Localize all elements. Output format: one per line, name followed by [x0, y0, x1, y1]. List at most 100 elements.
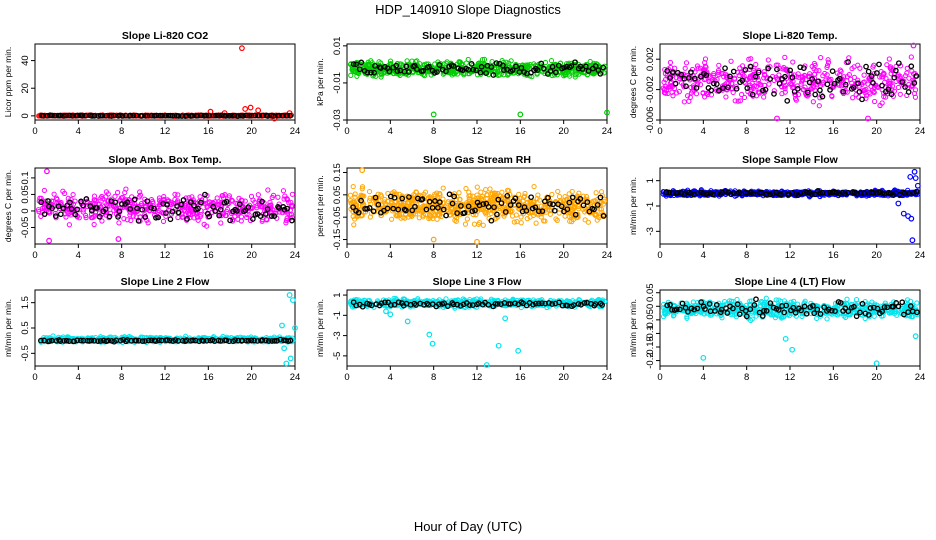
outlier-point: [914, 182, 921, 189]
data-point: [593, 190, 599, 196]
data-point: [280, 188, 287, 194]
data-point: [897, 91, 903, 97]
data-point: [792, 92, 799, 98]
overlay-point: [203, 112, 209, 119]
overlay-point: [568, 63, 575, 69]
data-point: [404, 58, 410, 64]
plot-frame: [346, 43, 608, 121]
y-tick-label: 0.05: [332, 186, 343, 205]
y-tick-label: -1: [332, 311, 343, 319]
data-point: [676, 89, 682, 95]
overlay-point: [534, 67, 541, 73]
panel-title: Slope Sample Flow: [742, 154, 839, 166]
overlay-point: [483, 70, 489, 76]
overlay-point: [747, 63, 754, 70]
data-point: [782, 89, 788, 95]
overlay-point: [713, 81, 720, 87]
overlay-point: [664, 68, 671, 74]
overlay-point: [478, 63, 485, 70]
overlay-point: [911, 80, 918, 86]
y-tick-label: -0.002: [645, 76, 656, 103]
x-tick-label: 20: [246, 372, 257, 383]
data-point: [855, 62, 861, 68]
overlay-point: [555, 62, 562, 69]
data-point: [837, 67, 843, 73]
overlay-point: [774, 66, 780, 73]
overlay-point: [794, 85, 801, 92]
x-tick-label: 4: [76, 372, 81, 383]
overlay-point: [358, 59, 365, 66]
overlay-point: [710, 80, 717, 87]
data-point: [891, 88, 898, 94]
data-point: [689, 88, 695, 94]
data-point: [816, 68, 822, 74]
overlay-point: [815, 78, 821, 85]
y-axis-label: Licor ppm per min.: [3, 47, 13, 117]
data-point: [114, 189, 121, 196]
overlay-point: [760, 87, 766, 94]
outlier-point: [907, 173, 914, 180]
plot-frame: [659, 167, 921, 245]
data-point: [888, 71, 894, 77]
overlay-point: [879, 82, 885, 89]
panel-title: Slope Li-820 CO2: [122, 30, 209, 42]
data-point: [91, 221, 97, 228]
outlier-point: [279, 322, 285, 329]
data-point: [347, 192, 354, 198]
data-point: [226, 195, 232, 201]
overlay-point: [824, 81, 831, 88]
y-axis-label: degrees C per min.: [3, 170, 13, 242]
data-point: [810, 83, 817, 89]
overlay-point: [722, 65, 728, 72]
overlay-point: [693, 85, 700, 91]
overlay-point: [892, 67, 899, 74]
overlay-point: [159, 112, 166, 119]
panel-4: Slope Amb. Box Temp.0 4 8 12 16 20 24-0.0500.0…: [3, 154, 300, 261]
data-point: [825, 59, 832, 65]
outlier-point: [281, 345, 288, 352]
y-tick-label: -0.01: [332, 72, 343, 94]
data-point: [348, 72, 354, 78]
data-point: [887, 65, 893, 71]
overlay-point: [248, 112, 255, 119]
data-point: [766, 81, 772, 87]
overlay-point: [905, 89, 912, 95]
data-point: [562, 213, 568, 219]
y-axis-label: ml/min per min.: [315, 299, 325, 357]
data-point: [362, 65, 368, 71]
overlay-point: [725, 84, 731, 91]
data-point: [369, 63, 376, 69]
data-point: [706, 78, 712, 84]
overlay-point: [771, 91, 777, 97]
overlay-point: [436, 62, 443, 68]
data-point: [877, 74, 883, 80]
x-tick-label: 16: [828, 250, 839, 261]
overlay-point: [213, 112, 219, 119]
overlay-point: [130, 112, 137, 119]
x-tick-label: 16: [203, 372, 214, 383]
overlay-point: [434, 69, 440, 75]
overlay-point: [368, 69, 374, 76]
overlay-point: [198, 112, 204, 119]
data-point: [670, 93, 676, 99]
y-tick-label: 20: [20, 83, 31, 94]
overlay-point: [840, 88, 847, 95]
overlay-point: [672, 80, 679, 87]
y-axis-label: ml/min per min.: [628, 177, 638, 235]
overlay-point: [287, 112, 294, 119]
overlay-point: [592, 63, 599, 69]
overlay-point: [812, 91, 819, 98]
data-point: [849, 65, 855, 72]
data-point: [533, 220, 539, 226]
data-point: [824, 64, 830, 70]
data-point: [275, 194, 281, 200]
data-point: [585, 219, 591, 225]
y-tick-label: -1: [645, 202, 656, 210]
overlay-point: [874, 70, 880, 76]
overlay-point: [538, 60, 545, 67]
x-tick-label: 24: [290, 372, 301, 383]
data-point: [478, 189, 484, 195]
data-point: [254, 203, 260, 209]
overlay-point: [350, 61, 357, 67]
